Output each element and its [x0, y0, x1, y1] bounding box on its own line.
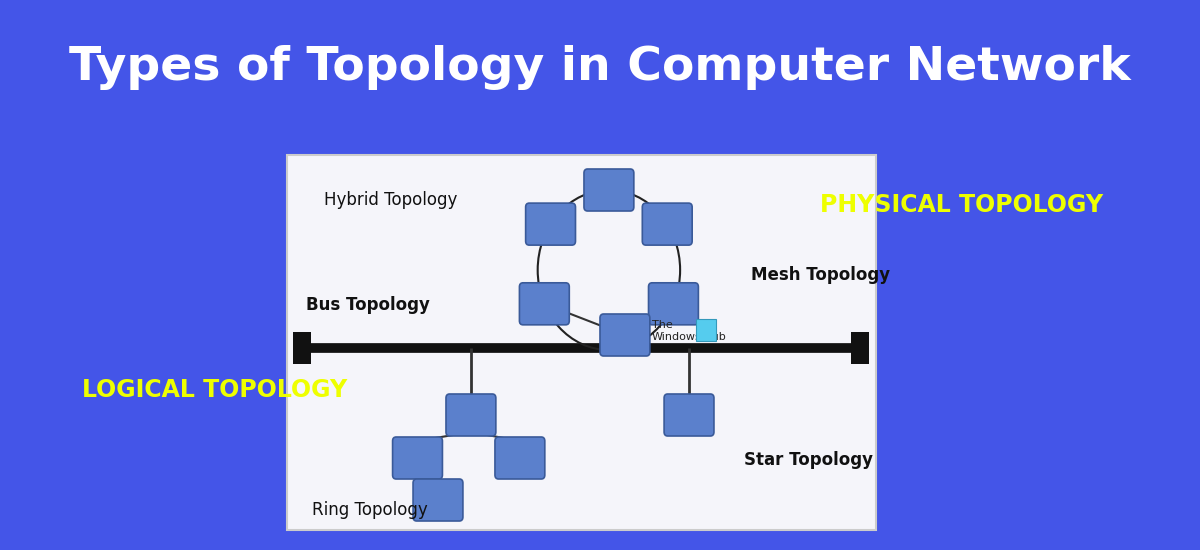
FancyBboxPatch shape [413, 479, 463, 521]
FancyBboxPatch shape [526, 203, 576, 245]
Text: Hybrid Topology: Hybrid Topology [324, 191, 457, 209]
FancyBboxPatch shape [446, 394, 496, 436]
FancyBboxPatch shape [584, 169, 634, 211]
Text: The
WindowsClub: The WindowsClub [652, 320, 726, 342]
FancyBboxPatch shape [520, 283, 569, 325]
Text: Mesh Topology: Mesh Topology [751, 266, 890, 284]
FancyBboxPatch shape [664, 394, 714, 436]
FancyBboxPatch shape [696, 319, 715, 341]
Text: Star Topology: Star Topology [744, 451, 874, 469]
Text: PHYSICAL TOPOLOGY: PHYSICAL TOPOLOGY [820, 193, 1103, 217]
FancyBboxPatch shape [392, 437, 443, 479]
FancyBboxPatch shape [648, 283, 698, 325]
FancyBboxPatch shape [642, 203, 692, 245]
Text: Ring Topology: Ring Topology [312, 501, 427, 519]
FancyBboxPatch shape [600, 314, 650, 356]
FancyBboxPatch shape [287, 155, 876, 530]
Text: Types of Topology in Computer Network: Types of Topology in Computer Network [70, 46, 1130, 91]
Text: LOGICAL TOPOLOGY: LOGICAL TOPOLOGY [82, 378, 347, 402]
FancyBboxPatch shape [851, 332, 869, 364]
Text: Bus Topology: Bus Topology [306, 296, 430, 314]
FancyBboxPatch shape [494, 437, 545, 479]
FancyBboxPatch shape [293, 332, 311, 364]
